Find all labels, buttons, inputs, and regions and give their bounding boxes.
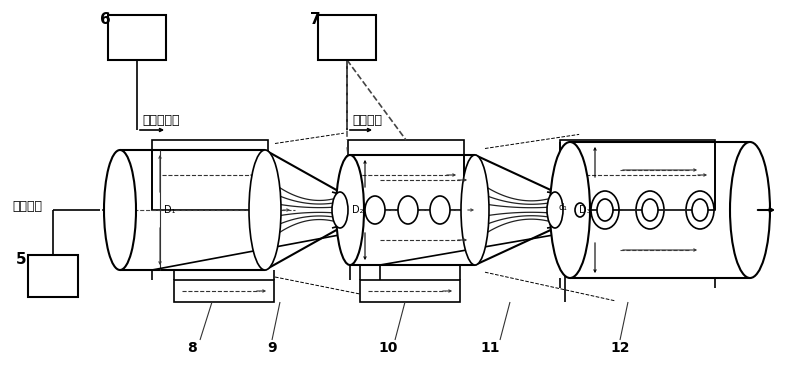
Text: D₁: D₁ [164,205,176,215]
Ellipse shape [332,192,348,228]
Bar [152,140,268,210]
Text: 7: 7 [310,12,321,27]
Text: 11: 11 [480,341,500,355]
Ellipse shape [249,150,281,270]
Bar [28,255,78,297]
Bar [174,280,274,302]
Ellipse shape [365,196,385,224]
Text: 10: 10 [378,341,398,355]
Text: 5: 5 [16,253,26,268]
Text: 9: 9 [267,341,277,355]
Ellipse shape [730,142,770,278]
Bar [318,15,376,60]
Ellipse shape [642,199,658,221]
Bar [360,280,460,302]
Bar [108,15,166,60]
Text: 内相流体: 内相流体 [12,201,42,213]
Ellipse shape [104,150,136,270]
Text: 8: 8 [187,341,197,355]
Ellipse shape [336,155,364,265]
Text: 12: 12 [610,341,630,355]
Ellipse shape [461,155,489,265]
Text: D₃: D₃ [579,205,591,215]
Bar [560,140,715,210]
Text: 外相流体: 外相流体 [352,115,382,127]
Ellipse shape [575,203,585,217]
Text: 中间相流体: 中间相流体 [142,115,179,127]
Ellipse shape [597,199,613,221]
Bar [348,140,464,210]
Ellipse shape [430,196,450,224]
Text: D₂: D₂ [352,205,364,215]
Text: d₁: d₁ [558,203,567,213]
Ellipse shape [398,196,418,224]
Ellipse shape [547,192,563,228]
Ellipse shape [692,199,708,221]
Ellipse shape [550,142,590,278]
Text: 6: 6 [100,12,110,27]
